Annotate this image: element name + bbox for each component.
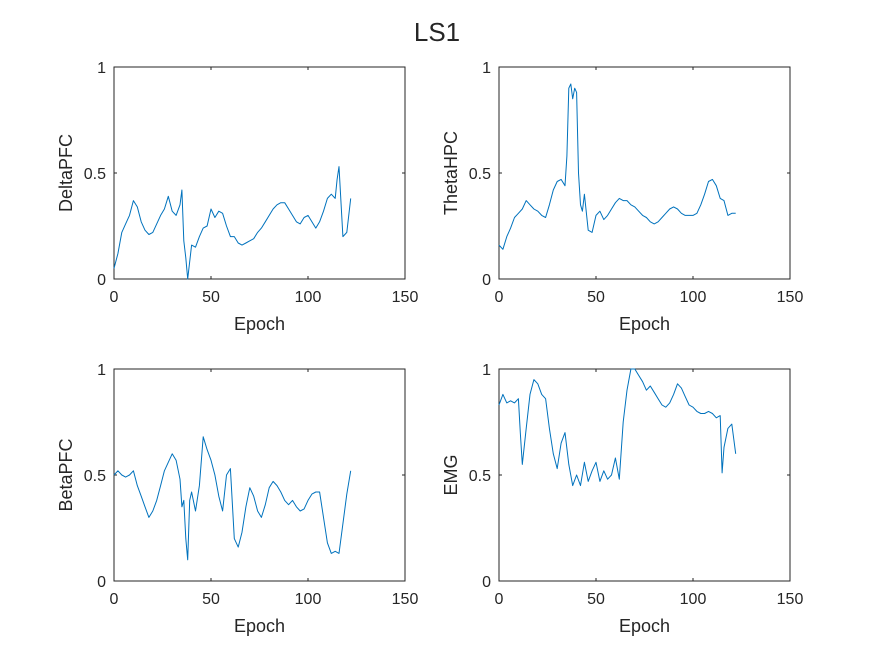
delta-pfc-xtick-label: 150 [392, 289, 419, 306]
emg-xlabel: Epoch [619, 616, 670, 636]
beta-pfc-ytick-label: 0.5 [84, 468, 106, 485]
beta-pfc-ylabel: BetaPFC [56, 438, 76, 511]
beta-pfc-xtick-label: 50 [202, 591, 220, 608]
delta-pfc-xtick-label: 100 [295, 289, 322, 306]
emg-xtick-label: 100 [680, 591, 707, 608]
figure-title: LS1 [414, 17, 460, 47]
emg-ytick-label: 0 [482, 574, 491, 591]
theta-hpc-xlabel: Epoch [619, 314, 670, 334]
emg-xtick-label: 150 [777, 591, 804, 608]
emg-series-line [498, 368, 737, 487]
emg-subplot: 0 50 100 150 0 0.5 1 Epoch EMG [441, 362, 803, 636]
emg-axes-box [498, 368, 791, 582]
delta-pfc-ytick-label: 0 [97, 272, 106, 289]
delta-pfc-subplot: 0 50 100 150 0 0.5 1 Epoch DeltaPFC [56, 60, 418, 334]
theta-hpc-xtick-label: 50 [587, 289, 605, 306]
delta-pfc-series-line [113, 166, 352, 280]
theta-hpc-axes-box [498, 66, 791, 280]
delta-pfc-axes-box [113, 66, 406, 280]
emg-ytick-label: 0.5 [469, 468, 491, 485]
delta-pfc-xtick-label: 0 [110, 289, 119, 306]
beta-pfc-xlabel: Epoch [234, 616, 285, 636]
beta-pfc-ytick-label: 0 [97, 574, 106, 591]
beta-pfc-subplot: 0 50 100 150 0 0.5 1 Epoch BetaPFC [56, 362, 418, 636]
beta-pfc-xtick-label: 150 [392, 591, 419, 608]
emg-xtick-label: 0 [495, 591, 504, 608]
theta-hpc-xtick-label: 100 [680, 289, 707, 306]
theta-hpc-xtick-label: 150 [777, 289, 804, 306]
delta-pfc-xlabel: Epoch [234, 314, 285, 334]
theta-hpc-ytick-label: 0.5 [469, 166, 491, 183]
delta-pfc-xtick-label: 50 [202, 289, 220, 306]
theta-hpc-ylabel: ThetaHPC [441, 131, 461, 215]
theta-hpc-xtick-label: 0 [495, 289, 504, 306]
delta-pfc-ytick-label: 0.5 [84, 166, 106, 183]
emg-ylabel: EMG [441, 454, 461, 495]
beta-pfc-xtick-label: 100 [295, 591, 322, 608]
beta-pfc-ytick-label: 1 [97, 362, 106, 379]
emg-xtick-label: 50 [587, 591, 605, 608]
delta-pfc-ytick-label: 1 [97, 60, 106, 77]
delta-pfc-ylabel: DeltaPFC [56, 134, 76, 212]
beta-pfc-series-line [113, 436, 352, 561]
beta-pfc-axes-box [113, 368, 406, 582]
theta-hpc-ytick-label: 1 [482, 60, 491, 77]
theta-hpc-ytick-label: 0 [482, 272, 491, 289]
emg-ytick-label: 1 [482, 362, 491, 379]
theta-hpc-subplot: 0 50 100 150 0 0.5 1 Epoch ThetaHPC [441, 60, 803, 334]
theta-hpc-series-line [498, 83, 736, 250]
beta-pfc-xtick-label: 0 [110, 591, 119, 608]
